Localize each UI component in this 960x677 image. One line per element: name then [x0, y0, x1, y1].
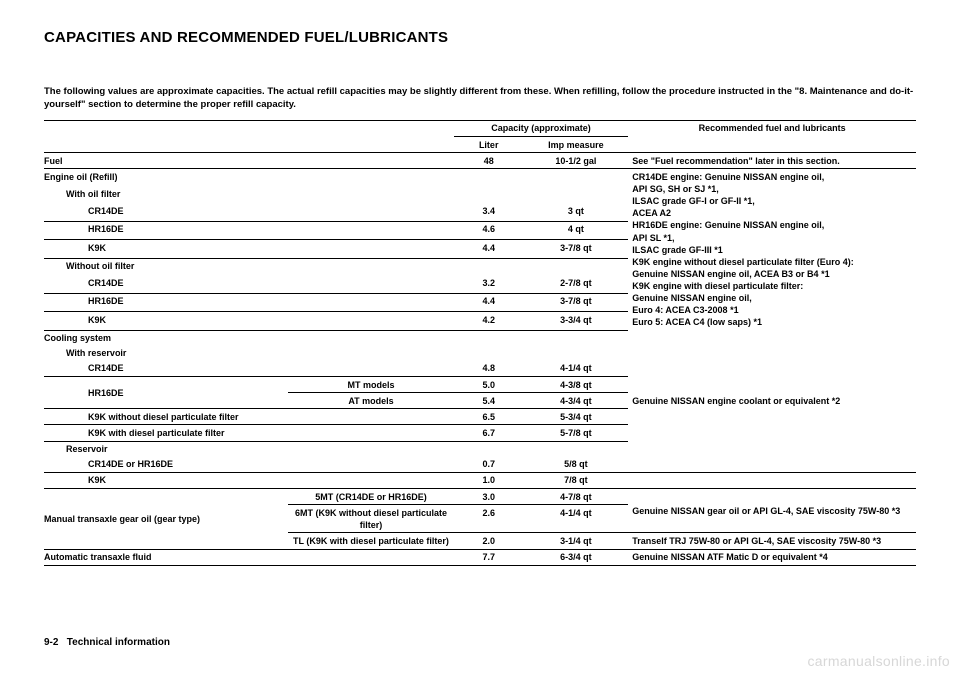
- col-imp: Imp measure: [524, 137, 629, 153]
- row-oil-wof-k9k-l: 4.2: [454, 312, 524, 330]
- row-atf-l: 7.7: [454, 549, 524, 565]
- row-oil-wof-k9k-i: 3-3/4 qt: [524, 312, 629, 330]
- row-cool-wres: With reservoir: [44, 346, 454, 361]
- row-mt-c-l: 2.0: [454, 533, 524, 549]
- col-liter: Liter: [454, 137, 524, 153]
- row-cool-k9k-nodpf: K9K without diesel particulate filter: [44, 409, 454, 425]
- row-cool-cr-i: 4-1/4 qt: [524, 361, 629, 377]
- row-mt-rec1: Genuine NISSAN gear oil or API GL-4, SAE…: [628, 489, 916, 533]
- row-mt-a-i: 4-7/8 qt: [524, 489, 629, 505]
- row-oil-label: Engine oil (Refill): [44, 169, 454, 187]
- row-cool-cr: CR14DE: [44, 361, 454, 377]
- row-fuel-liter: 48: [454, 153, 524, 169]
- row-cool-hr-at: AT models: [288, 393, 454, 409]
- row-oil-wf-k9k-i: 3-7/8 qt: [524, 240, 629, 258]
- row-oil-wf-cr-i: 3 qt: [524, 204, 629, 222]
- row-atf-rec: Genuine NISSAN ATF Matic D or equivalent…: [628, 549, 916, 565]
- row-oil-wf-hr-l: 4.6: [454, 221, 524, 239]
- row-cool-k9k-dpf: K9K with diesel particulate filter: [44, 425, 454, 441]
- row-cool-k9k-nodpf-l: 6.5: [454, 409, 524, 425]
- row-oil-wof-k9k: K9K: [44, 312, 454, 330]
- row-oil-wof-hr-l: 4.4: [454, 293, 524, 311]
- row-oil-wof-hr-i: 3-7/8 qt: [524, 293, 629, 311]
- row-fuel-label: Fuel: [44, 153, 454, 169]
- row-oil-wof-cr-l: 3.2: [454, 276, 524, 294]
- row-mt-label: Manual transaxle gear oil (gear type): [44, 489, 288, 550]
- row-cool-res-crhr: CR14DE or HR16DE: [44, 457, 454, 473]
- row-cool-k9k-dpf-i: 5-7/8 qt: [524, 425, 629, 441]
- watermark: carmanualsonline.info: [808, 652, 951, 671]
- row-cool-hr: HR16DE: [44, 377, 288, 409]
- row-oil-wf-hr: HR16DE: [44, 221, 454, 239]
- col-capacity: Capacity (approximate): [454, 120, 628, 136]
- row-mt-rec2: Tranself TRJ 75W-80 or API GL-4, SAE vis…: [628, 533, 916, 549]
- intro-text: The following values are approximate cap…: [44, 86, 916, 112]
- row-oil-wf-cr-l: 3.4: [454, 204, 524, 222]
- row-oil-rec: CR14DE engine: Genuine NISSAN engine oil…: [628, 169, 916, 330]
- row-oil-wof: Without oil filter: [44, 258, 454, 276]
- row-cool-res-k9k-i: 7/8 qt: [524, 472, 629, 488]
- row-cool-cr-l: 4.8: [454, 361, 524, 377]
- row-cool-hr-mt: MT models: [288, 377, 454, 393]
- row-mt-a-l: 3.0: [454, 489, 524, 505]
- capacities-table: Capacity (approximate) Recommended fuel …: [44, 120, 916, 566]
- row-cool-res-k9k: K9K: [44, 472, 454, 488]
- row-mt-c: TL (K9K with diesel particulate filter): [288, 533, 454, 549]
- row-oil-wf-k9k: K9K: [44, 240, 454, 258]
- row-oil-wof-cr: CR14DE: [44, 276, 454, 294]
- row-cool-res-crhr-i: 5/8 qt: [524, 457, 629, 473]
- row-oil-wf-cr: CR14DE: [44, 204, 454, 222]
- row-mt-b-i: 4-1/4 qt: [524, 505, 629, 533]
- row-oil-wof-hr: HR16DE: [44, 293, 454, 311]
- page-title: CAPACITIES AND RECOMMENDED FUEL/LUBRICAN…: [44, 28, 916, 48]
- row-oil-wof-cr-i: 2-7/8 qt: [524, 276, 629, 294]
- row-cool-hr-at-i: 4-3/4 qt: [524, 393, 629, 409]
- row-cool-rec: Genuine NISSAN engine coolant or equival…: [628, 330, 916, 472]
- row-cool-res: Reservoir: [44, 441, 454, 457]
- row-cool-label: Cooling system: [44, 330, 454, 346]
- row-cool-k9k-nodpf-i: 5-3/4 qt: [524, 409, 629, 425]
- row-mt-a: 5MT (CR14DE or HR16DE): [288, 489, 454, 505]
- row-mt-b: 6MT (K9K without diesel particulate filt…: [288, 505, 454, 533]
- footer-section: Technical information: [67, 637, 170, 648]
- row-fuel-imp: 10-1/2 gal: [524, 153, 629, 169]
- row-atf-label: Automatic transaxle fluid: [44, 549, 454, 565]
- row-cool-res-crhr-l: 0.7: [454, 457, 524, 473]
- page-footer: 9-2 Technical information: [44, 636, 170, 650]
- row-cool-hr-mt-l: 5.0: [454, 377, 524, 393]
- row-cool-k9k-dpf-l: 6.7: [454, 425, 524, 441]
- row-mt-c-i: 3-1/4 qt: [524, 533, 629, 549]
- row-oil-wf-hr-i: 4 qt: [524, 221, 629, 239]
- row-cool-res-k9k-l: 1.0: [454, 472, 524, 488]
- row-atf-i: 6-3/4 qt: [524, 549, 629, 565]
- row-cool-hr-at-l: 5.4: [454, 393, 524, 409]
- row-cool-hr-mt-i: 4-3/8 qt: [524, 377, 629, 393]
- row-oil-wf-k9k-l: 4.4: [454, 240, 524, 258]
- row-mt-b-l: 2.6: [454, 505, 524, 533]
- row-fuel-rec: See "Fuel recommendation" later in this …: [628, 153, 916, 169]
- row-oil-wf: With oil filter: [44, 187, 454, 204]
- col-rec: Recommended fuel and lubricants: [628, 120, 916, 136]
- footer-page: 9-2: [44, 637, 58, 648]
